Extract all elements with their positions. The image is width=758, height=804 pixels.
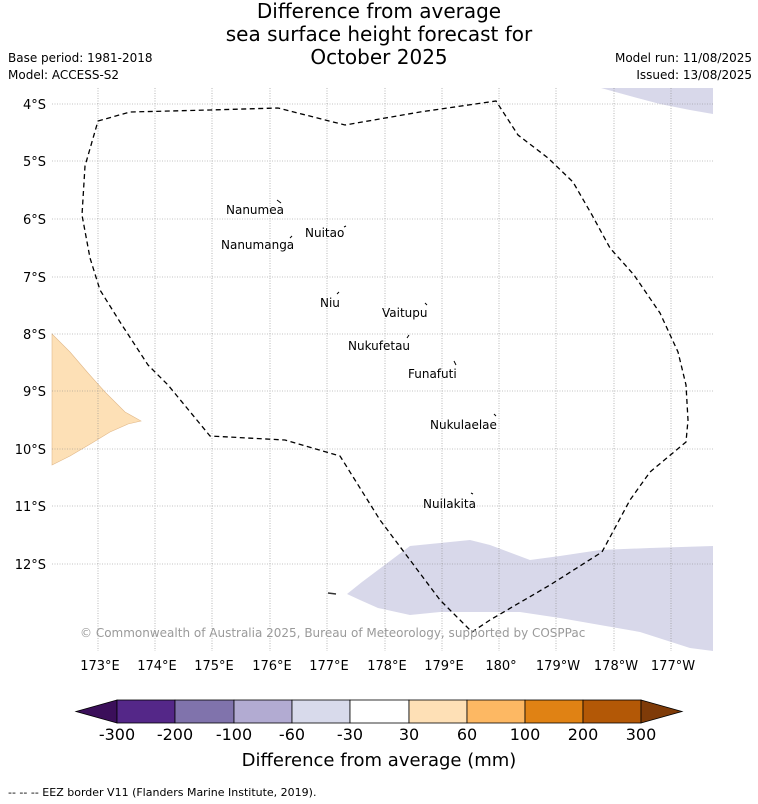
colorbar-tick-label: -300 <box>98 725 136 744</box>
colorbar-segment <box>524 699 584 724</box>
meta-left: Base period: 1981-2018 Model: ACCESS-S2 <box>8 50 153 84</box>
copyright-notice: © Commonwealth of Australia 2025, Bureau… <box>80 626 585 640</box>
island-label: Nanumea <box>226 203 284 217</box>
colorbar-tick-label: 300 <box>625 725 657 744</box>
colorbar-title: Difference from average (mm) <box>241 750 517 771</box>
colorbar-segment <box>174 699 235 724</box>
title-line-3: October 2025 <box>310 45 448 69</box>
shaded-areas <box>51 88 713 651</box>
title-line-1: Difference from average <box>256 0 502 23</box>
colorbar-tick-label: -30 <box>336 725 364 744</box>
lon-label: 178°W <box>594 659 638 674</box>
lat-label: 12°S <box>15 558 46 573</box>
island-dot <box>276 199 282 204</box>
colorbar-extend-high <box>640 699 684 724</box>
lon-label: 180° <box>485 659 516 674</box>
meta-right: Model run: 11/08/2025 Issued: 13/08/2025 <box>615 50 752 84</box>
colorbar-segment <box>116 699 176 724</box>
negative-anomaly-area-top <box>601 88 713 114</box>
lat-label: 7°S <box>23 271 46 286</box>
lon-label: 178°E <box>367 659 407 674</box>
colorbar-tick-label: 30 <box>398 725 420 744</box>
positive-anomaly-area <box>51 333 142 466</box>
island-label: Nanumanga <box>221 238 294 252</box>
negative-anomaly-area-bottom <box>347 540 713 651</box>
island-label: Nukufetau <box>348 339 410 353</box>
island-dot <box>424 302 428 306</box>
island-dot <box>406 334 410 339</box>
island-dot <box>327 592 337 595</box>
colorbar-extend-low <box>74 699 118 724</box>
lon-label: 177°W <box>651 659 695 674</box>
colorbar-segment <box>233 699 293 724</box>
lon-label: 179°E <box>424 659 464 674</box>
colorbar-tick-label: -60 <box>278 725 306 744</box>
island-label: Niu <box>320 296 340 310</box>
lat-label: 10°S <box>15 443 46 458</box>
island-label: Funafuti <box>408 367 457 381</box>
lon-label: 175°E <box>194 659 234 674</box>
colorbar-tick-label: 60 <box>456 725 478 744</box>
island-dot <box>470 492 474 495</box>
lat-label: 6°S <box>23 213 46 228</box>
model-name: Model: ACCESS-S2 <box>8 68 120 82</box>
island-label: Nukulaelae <box>430 418 497 432</box>
colorbar-segment <box>349 699 410 724</box>
eez-footnote: -- -- -- EEZ border V11 (Flanders Marine… <box>8 786 317 799</box>
lat-label: 4°S <box>23 98 46 113</box>
island-dot <box>336 291 340 295</box>
colorbar-segment <box>466 699 526 724</box>
lat-label: 8°S <box>23 328 46 343</box>
lat-label: 11°S <box>15 500 46 515</box>
lon-label: 174°E <box>137 659 177 674</box>
issued-date: Issued: 13/08/2025 <box>636 68 752 82</box>
colorbar-tick-label: 200 <box>567 725 599 744</box>
island-dots <box>276 199 497 595</box>
eez-border <box>81 100 689 633</box>
island-dot <box>493 413 497 417</box>
island-label: Nuilakita <box>423 497 476 511</box>
lat-label: 5°S <box>23 155 46 170</box>
lat-label: 9°S <box>23 385 46 400</box>
island-dot <box>343 225 347 228</box>
island-label: Vaitupu <box>382 306 428 320</box>
lon-label: 179°W <box>536 659 580 674</box>
island-dot <box>453 360 457 366</box>
base-period: Base period: 1981-2018 <box>8 51 153 65</box>
graticule: 4°S 5°S 6°S 7°S 8°S 9°S 10°S 11°S 12°S 173°E 174°E… <box>15 88 713 674</box>
colorbar-segment <box>408 699 468 724</box>
colorbar-segment <box>291 699 351 724</box>
islands-layer: Nanumea Nuitao Nanumanga Niu Vaitupu Nukufeta… <box>221 203 497 511</box>
colorbar-segment <box>582 699 642 724</box>
map-title: Difference from average sea surface heig… <box>0 0 758 69</box>
colorbar-tick-label: 100 <box>509 725 541 744</box>
lon-label: 173°E <box>80 659 120 674</box>
colorbar-tick-label: -100 <box>215 725 253 744</box>
model-run: Model run: 11/08/2025 <box>614 51 752 65</box>
colorbar <box>74 699 684 724</box>
lon-label: 177°E <box>309 659 349 674</box>
colorbar-tick-label: -200 <box>156 725 194 744</box>
island-label: Nuitao <box>305 226 344 240</box>
lon-label: 176°E <box>252 659 292 674</box>
title-line-2: sea surface height forecast for <box>225 22 533 46</box>
island-dot <box>289 235 293 239</box>
